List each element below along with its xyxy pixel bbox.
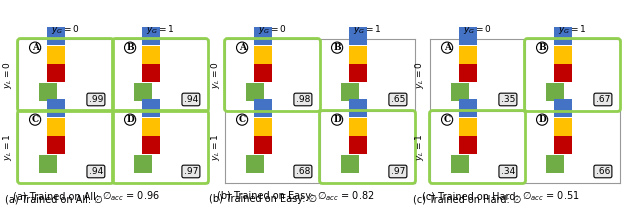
Bar [554, 27, 572, 45]
Text: $y_L = 1$: $y_L = 1$ [413, 133, 426, 161]
Bar [546, 155, 564, 173]
Text: $y_G = 1$: $y_G = 1$ [558, 23, 587, 36]
Text: (c) Trained on Hard: ∅: (c) Trained on Hard: ∅ [413, 194, 522, 204]
Bar [349, 46, 367, 64]
Bar [255, 99, 272, 117]
Bar [554, 118, 572, 136]
Text: .98: .98 [296, 95, 310, 104]
Bar [143, 118, 160, 136]
Bar [554, 64, 572, 82]
Bar [134, 83, 152, 101]
Text: $y_L = 1$: $y_L = 1$ [209, 133, 221, 161]
Bar [460, 27, 477, 45]
Text: $y_G = 0$: $y_G = 0$ [258, 23, 287, 36]
Bar [47, 46, 65, 64]
Text: (b) Trained on Easy:: (b) Trained on Easy: [217, 191, 317, 201]
Text: .66: .66 [596, 167, 610, 176]
Text: A: A [31, 43, 38, 52]
Bar [47, 27, 65, 45]
Bar [47, 118, 65, 136]
Text: .97: .97 [390, 167, 405, 176]
Bar [47, 64, 65, 82]
Bar [460, 118, 477, 136]
Text: D: D [333, 115, 341, 124]
Bar [246, 155, 264, 173]
Bar [349, 27, 367, 45]
Bar [554, 99, 572, 117]
Text: .68: .68 [296, 167, 310, 176]
Text: $y_G = 1$: $y_G = 1$ [146, 23, 175, 36]
Bar [554, 136, 572, 154]
Text: B: B [538, 43, 546, 52]
Bar [143, 136, 160, 154]
Bar [460, 136, 477, 154]
Text: B: B [126, 43, 134, 52]
Text: C: C [31, 115, 38, 124]
Text: .65: .65 [390, 95, 405, 104]
Bar [246, 83, 264, 101]
Text: $y_L = 0$: $y_L = 0$ [209, 61, 221, 89]
Text: (b) Trained on Easy: ∅: (b) Trained on Easy: ∅ [209, 194, 317, 204]
Text: (a) Trained on All: ∅: (a) Trained on All: ∅ [4, 194, 102, 204]
Text: (a) Trained on All:: (a) Trained on All: [13, 191, 102, 201]
Text: .34: .34 [500, 167, 515, 176]
Bar [39, 155, 57, 173]
Bar [39, 83, 57, 101]
Text: .94: .94 [89, 167, 103, 176]
Bar [349, 118, 367, 136]
Text: $y_L = 1$: $y_L = 1$ [1, 133, 15, 161]
Bar [349, 64, 367, 82]
Text: $\varnothing_{acc}$ = 0.82: $\varnothing_{acc}$ = 0.82 [317, 190, 374, 203]
Bar [460, 99, 477, 117]
Text: (c) Trained on Hard:: (c) Trained on Hard: [422, 191, 522, 201]
Text: $y_G = 0$: $y_G = 0$ [51, 23, 80, 36]
Text: $y_G = 1$: $y_G = 1$ [353, 23, 382, 36]
Text: A: A [239, 43, 246, 52]
Bar [143, 46, 160, 64]
Bar [134, 155, 152, 173]
Text: .67: .67 [596, 95, 610, 104]
Bar [143, 99, 160, 117]
Bar [451, 155, 469, 173]
Bar [349, 99, 367, 117]
Bar [341, 155, 359, 173]
Text: A: A [444, 43, 451, 52]
Bar [460, 64, 477, 82]
Bar [47, 99, 65, 117]
Text: C: C [239, 115, 246, 124]
Bar [451, 83, 469, 101]
Text: B: B [333, 43, 341, 52]
Bar [255, 118, 272, 136]
Text: $\varnothing_{acc}$ = 0.96: $\varnothing_{acc}$ = 0.96 [102, 190, 161, 203]
Text: $y_L = 0$: $y_L = 0$ [1, 61, 15, 89]
Text: .97: .97 [184, 167, 198, 176]
Text: .99: .99 [89, 95, 103, 104]
Text: $\varnothing_{acc}$ = 0.51: $\varnothing_{acc}$ = 0.51 [522, 190, 579, 203]
Bar [143, 64, 160, 82]
Bar [255, 136, 272, 154]
Text: .94: .94 [184, 95, 198, 104]
Text: $y_G = 0$: $y_G = 0$ [463, 23, 492, 36]
Bar [460, 46, 477, 64]
Bar [47, 136, 65, 154]
Bar [341, 83, 359, 101]
Bar [554, 46, 572, 64]
Bar [546, 83, 564, 101]
Bar [349, 136, 367, 154]
Bar [255, 64, 272, 82]
Text: D: D [126, 115, 134, 124]
Bar [143, 27, 160, 45]
Text: .35: .35 [500, 95, 515, 104]
Text: D: D [538, 115, 546, 124]
Bar [255, 27, 272, 45]
Text: $y_L = 0$: $y_L = 0$ [413, 61, 426, 89]
Text: C: C [444, 115, 451, 124]
Bar [255, 46, 272, 64]
